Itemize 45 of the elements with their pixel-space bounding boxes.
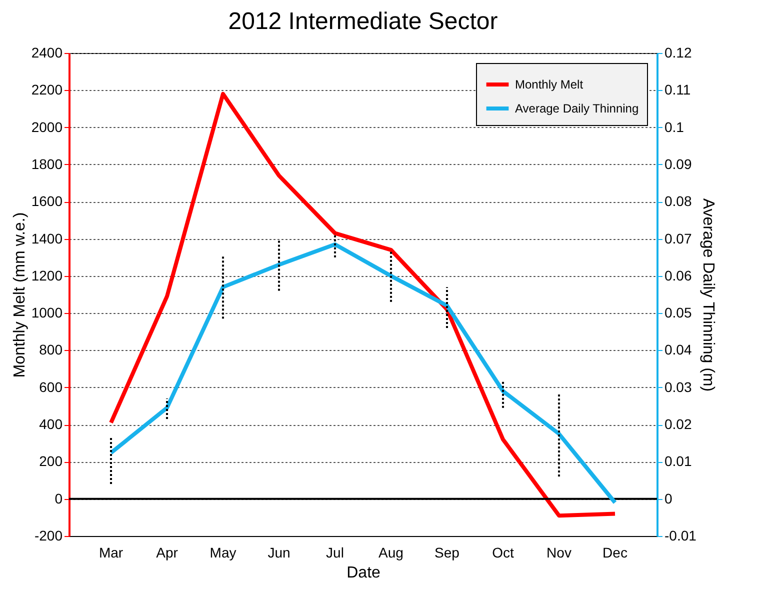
y2-tick-label: -0.01 — [664, 528, 697, 544]
y-tick-label: 600 — [39, 378, 63, 395]
y-tick-label: 1400 — [31, 230, 63, 246]
x-tick-label: Mar — [98, 544, 124, 560]
y-tick-label: 0 — [54, 490, 63, 506]
y-tick-label: 1200 — [31, 267, 63, 284]
x-axis-title: Date — [346, 564, 380, 582]
x-tick-label: Sep — [434, 544, 460, 560]
legend-label: Average Daily Thinning — [515, 102, 639, 116]
chart-title: 2012 Intermediate Sector — [228, 8, 498, 35]
y2-tick-label: 0 — [664, 490, 672, 506]
y2-tick-label: 0.07 — [664, 230, 692, 246]
y2-tick-label: 0.08 — [664, 193, 692, 210]
x-tick-label: Dec — [602, 544, 628, 560]
y-tick-label: 1600 — [31, 193, 63, 210]
y-tick-label: 800 — [39, 342, 63, 358]
y-tick-label: 2400 — [31, 44, 63, 60]
x-tick-label: Oct — [492, 544, 514, 560]
y2-tick-label: 0.04 — [664, 342, 692, 358]
y2-tick-label: 0.03 — [664, 378, 692, 395]
y-tick-label: 400 — [39, 416, 63, 432]
y-tick-label: 2200 — [31, 82, 63, 98]
x-tick-label: May — [210, 544, 236, 560]
x-tick-label: Aug — [378, 544, 404, 560]
y-tick-label: 200 — [39, 453, 63, 470]
y2-tick-label: 0.12 — [664, 44, 692, 60]
y-tick-label: -200 — [34, 528, 63, 544]
y-axis-title: Monthly Melt (mm w.e.) — [11, 212, 28, 378]
y2-tick-label: 0.05 — [664, 304, 692, 321]
x-tick-label: Jul — [326, 544, 344, 560]
y2-tick-label: 0.02 — [664, 416, 692, 432]
y2-tick-label: 0.01 — [664, 453, 692, 470]
y2-tick-label: 0.11 — [664, 82, 691, 98]
y2-axis-title: Average Daily Thinning (m) — [699, 198, 716, 392]
legend-label: Monthly Melt — [515, 78, 584, 92]
y-tick-label: 2000 — [31, 118, 63, 135]
y2-tick-label: 0.06 — [664, 267, 692, 284]
y2-tick-label: 0.09 — [664, 156, 692, 172]
y2-tick-label: 0.1 — [664, 118, 684, 135]
y-tick-label: 1800 — [31, 156, 63, 172]
x-tick-label: Nov — [546, 544, 572, 560]
x-tick-label: Jun — [268, 544, 290, 560]
x-tick-label: Apr — [156, 544, 178, 560]
line-series — [109, 242, 617, 505]
y-tick-label: 1000 — [31, 304, 63, 321]
